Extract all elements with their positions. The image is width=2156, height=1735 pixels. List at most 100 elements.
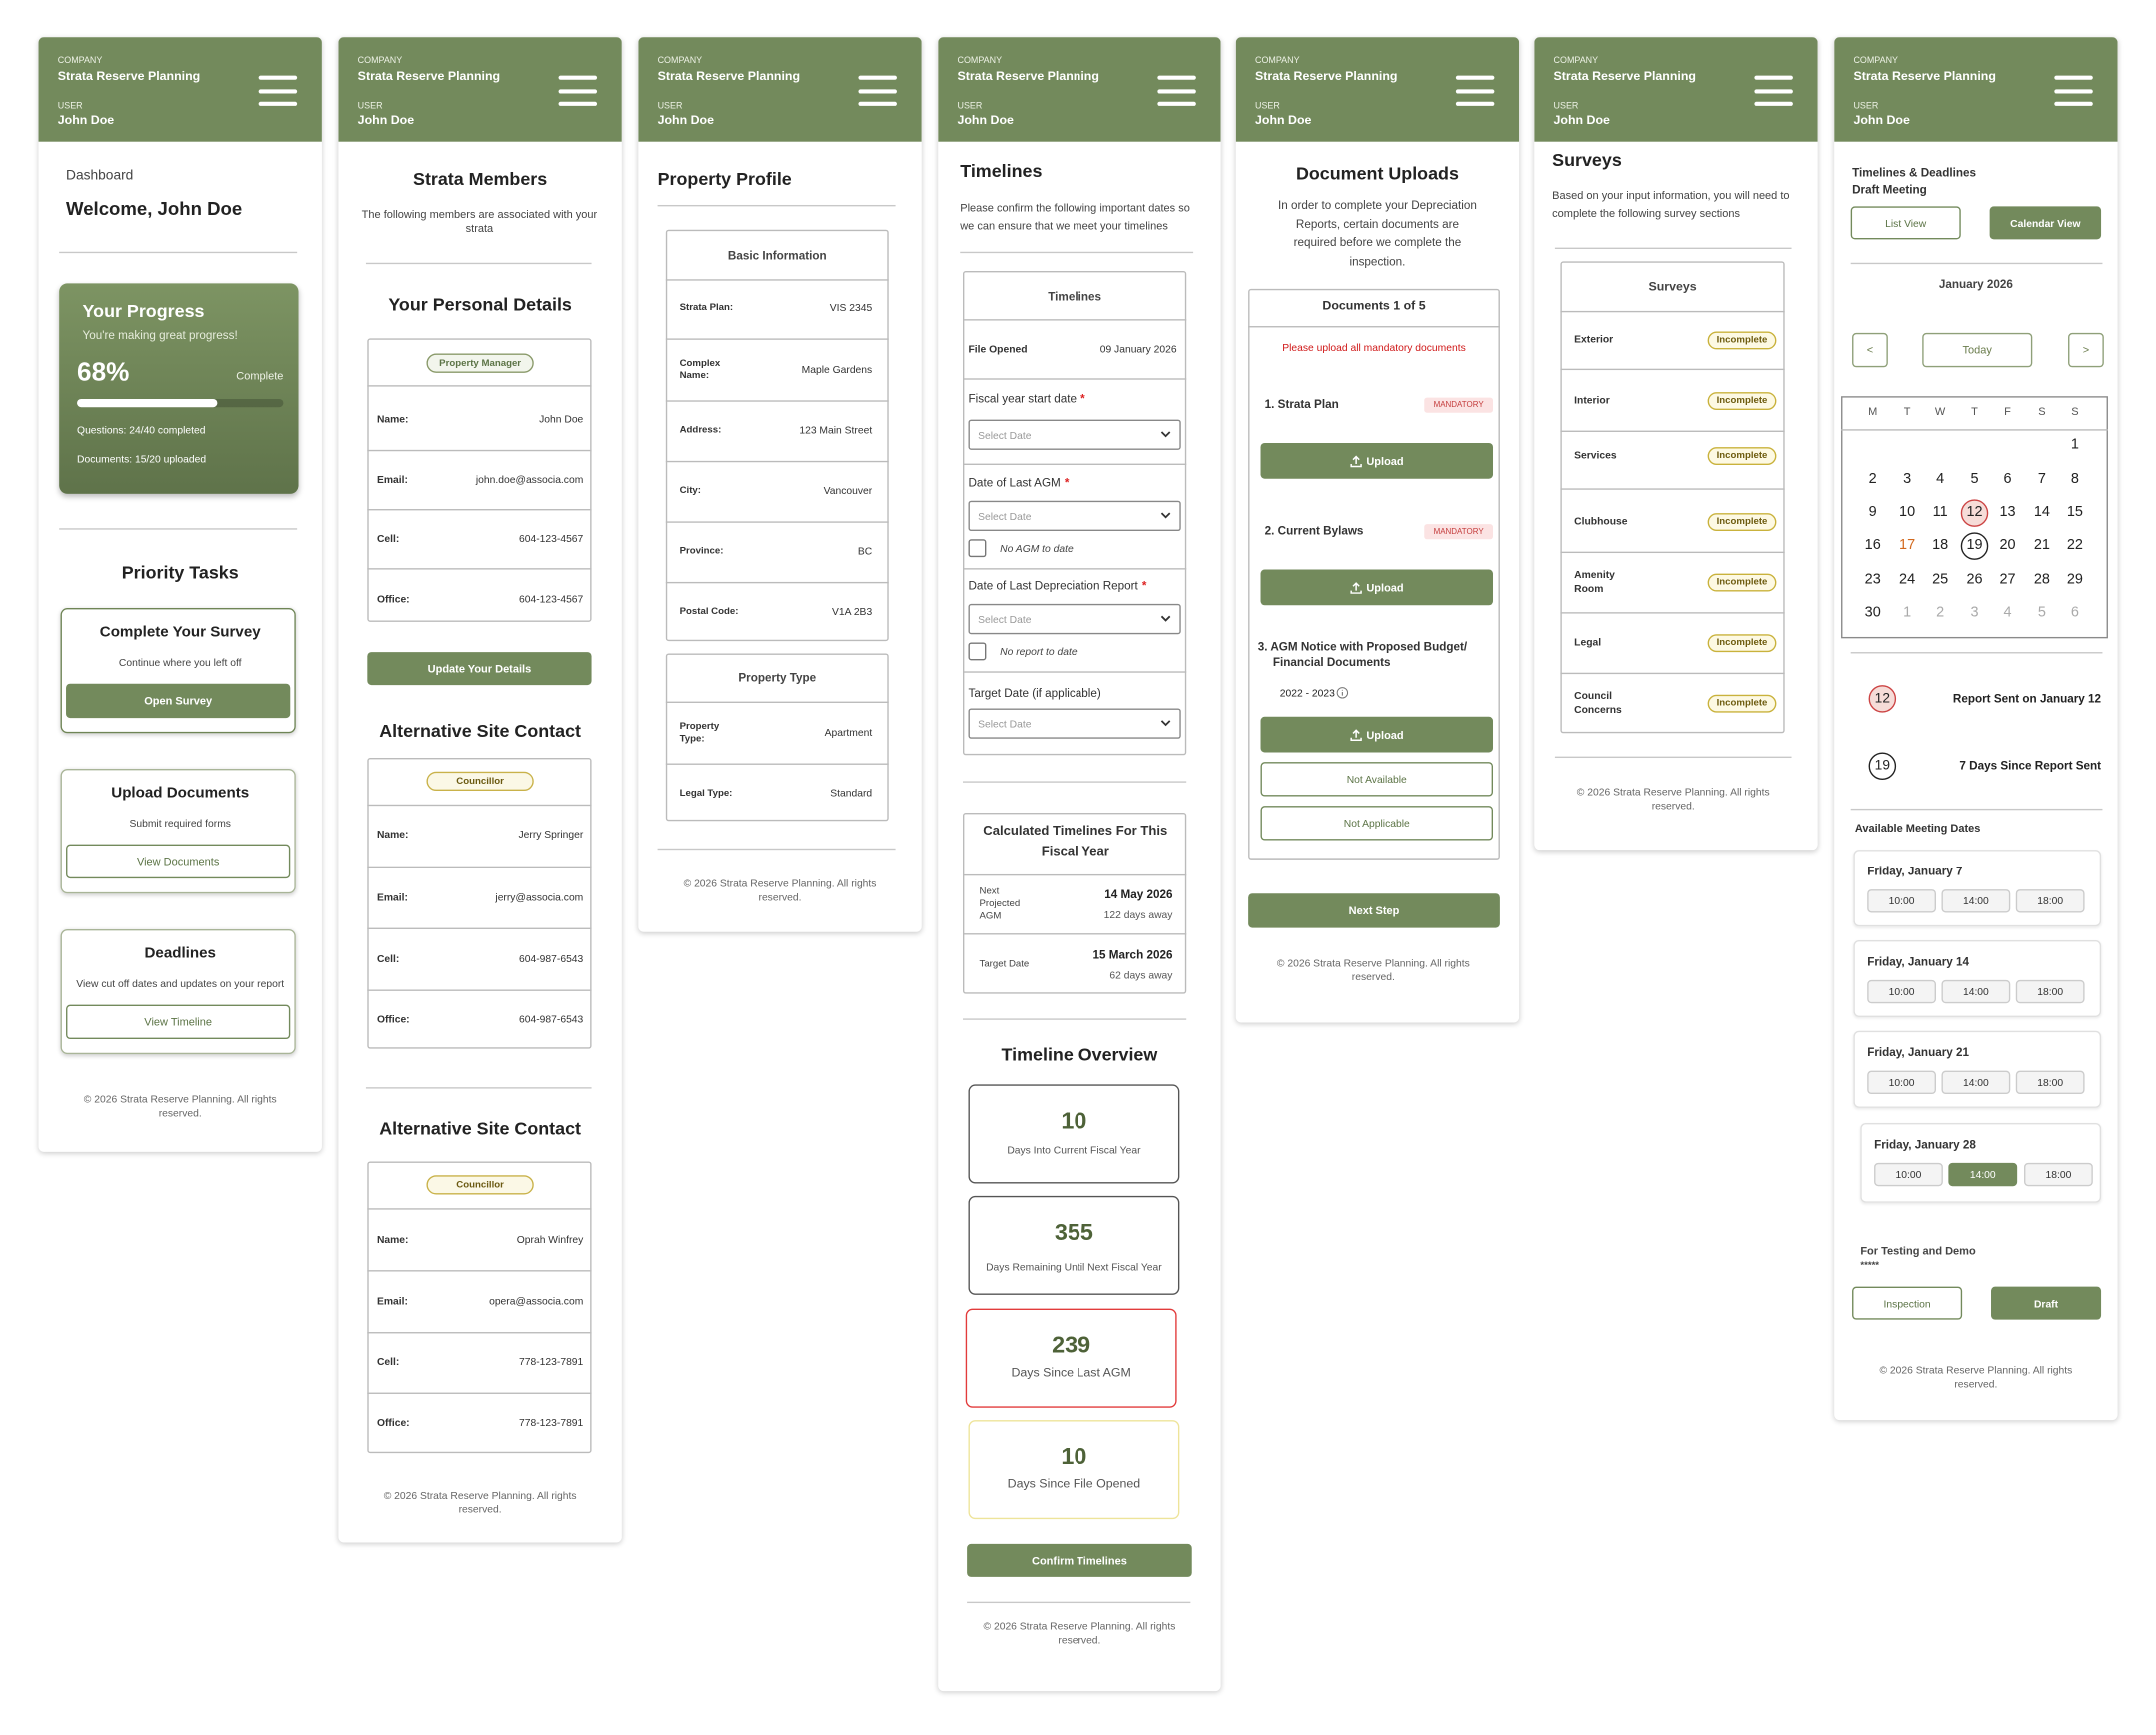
- calendar-day[interactable]: 1: [2070, 436, 2079, 453]
- calendar-day[interactable]: 26: [1966, 571, 1983, 588]
- time-slot[interactable]: 18:00: [2015, 889, 2085, 913]
- calendar-day[interactable]: 17: [1899, 536, 1916, 554]
- footer: © 2026 Strata Reserve Planning. All righ…: [983, 1619, 1176, 1646]
- info-icon[interactable]: [1336, 687, 1349, 700]
- calendar-day[interactable]: 1: [1903, 604, 1912, 621]
- checkbox[interactable]: [968, 642, 987, 661]
- status-badge[interactable]: Incomplete: [1707, 512, 1777, 531]
- calendar-day[interactable]: 15: [2066, 503, 2083, 521]
- calendar-day[interactable]: 6: [2070, 604, 2079, 621]
- calendar-day[interactable]: 30: [1864, 604, 1881, 621]
- next-button[interactable]: Next Step: [1248, 893, 1500, 928]
- confirm-button[interactable]: Confirm Timelines: [967, 1543, 1192, 1577]
- status-badge[interactable]: Incomplete: [1707, 330, 1777, 349]
- nav-button[interactable]: Today: [1922, 332, 2033, 368]
- calendar-day[interactable]: 2: [1936, 604, 1945, 621]
- calendar-day[interactable]: 9: [1868, 503, 1877, 521]
- option-button[interactable]: Not Applicable: [1260, 806, 1494, 841]
- button-label: Inspection: [1883, 1296, 1931, 1310]
- divider: [1850, 652, 2103, 654]
- time-slot[interactable]: 18:00: [2015, 979, 2085, 1004]
- view-button[interactable]: Calendar View: [1989, 206, 2102, 240]
- menu-button[interactable]: [2052, 73, 2096, 109]
- footer: © 2026 Strata Reserve Planning. All righ…: [1576, 785, 1770, 812]
- menu-button[interactable]: [1453, 73, 1497, 109]
- time-label: 18:00: [2045, 1168, 2072, 1181]
- calendar-day[interactable]: 29: [2066, 571, 2083, 588]
- field-label: Name:: [376, 412, 409, 426]
- date-select[interactable]: Select Date: [968, 419, 1181, 450]
- calendar-day[interactable]: 6: [2003, 470, 2012, 488]
- date-select[interactable]: Select Date: [968, 708, 1181, 739]
- upload-button[interactable]: Upload: [1260, 716, 1494, 753]
- status-badge[interactable]: Incomplete: [1707, 446, 1777, 465]
- status-badge[interactable]: Incomplete: [1707, 572, 1777, 591]
- demo-button[interactable]: Inspection: [1852, 1286, 1963, 1320]
- menu-button[interactable]: [556, 73, 600, 109]
- task-button[interactable]: Open Survey: [66, 683, 291, 719]
- calendar-day[interactable]: 23: [1864, 571, 1881, 588]
- menu-button[interactable]: [1752, 73, 1796, 109]
- calendar-day[interactable]: 13: [1999, 503, 2016, 521]
- option-button[interactable]: Not Available: [1260, 762, 1494, 797]
- calendar-day[interactable]: 8: [2070, 470, 2079, 488]
- time-slot[interactable]: 14:00: [1941, 1070, 2011, 1095]
- view-button[interactable]: List View: [1850, 206, 1961, 240]
- calendar-day[interactable]: 7: [2037, 470, 2046, 488]
- calendar-day[interactable]: 3: [1970, 604, 1979, 621]
- menu-line: [1157, 75, 1196, 80]
- status-badge[interactable]: Incomplete: [1707, 694, 1777, 712]
- menu-button[interactable]: [856, 73, 900, 109]
- task-button[interactable]: View Timeline: [66, 1004, 291, 1040]
- field-value: john.doe@associa.com: [475, 473, 584, 486]
- update-button[interactable]: Update Your Details: [367, 652, 592, 686]
- upload-button[interactable]: Upload: [1260, 442, 1494, 479]
- calendar-day[interactable]: 25: [1932, 571, 1949, 588]
- time-slot[interactable]: 18:00: [2024, 1162, 2093, 1187]
- menu-line: [858, 88, 897, 93]
- date-select[interactable]: Select Date: [968, 603, 1181, 635]
- calendar-day[interactable]: 20: [1999, 536, 2016, 554]
- menu-button[interactable]: [1155, 73, 1199, 109]
- nav-button[interactable]: <: [1852, 332, 1888, 368]
- calendar-day[interactable]: 24: [1899, 571, 1916, 588]
- calendar-day[interactable]: 12: [1966, 503, 1983, 521]
- time-slot[interactable]: 10:00: [1874, 1162, 1943, 1187]
- calendar-day[interactable]: 18: [1932, 536, 1949, 554]
- time-slot[interactable]: 14:00: [1948, 1162, 2018, 1187]
- task-button[interactable]: View Documents: [66, 844, 291, 879]
- calendar-day[interactable]: 28: [2033, 571, 2050, 588]
- calendar-day[interactable]: 11: [1932, 503, 1948, 521]
- upload-button[interactable]: Upload: [1260, 569, 1494, 606]
- status-badge[interactable]: Incomplete: [1707, 391, 1777, 410]
- calendar-day[interactable]: 10: [1899, 503, 1916, 521]
- time-slot[interactable]: 10:00: [1867, 889, 1936, 913]
- menu-button[interactable]: [256, 73, 300, 109]
- timeline-label: Target Date: [979, 959, 1030, 970]
- demo-button[interactable]: Draft: [1991, 1286, 2102, 1320]
- status-label: Incomplete: [1716, 395, 1768, 406]
- calendar-day[interactable]: 27: [1999, 571, 2016, 588]
- calendar-day[interactable]: 5: [2037, 604, 2046, 621]
- time-slot[interactable]: 14:00: [1941, 979, 2011, 1004]
- calendar-day[interactable]: 3: [1903, 470, 1912, 488]
- status-badge[interactable]: Incomplete: [1707, 633, 1777, 652]
- company-name: Strata Reserve Planning: [657, 68, 801, 83]
- time-slot[interactable]: 18:00: [2015, 1070, 2085, 1095]
- calendar-day[interactable]: 4: [1936, 470, 1945, 488]
- calendar-day[interactable]: 4: [2003, 604, 2012, 621]
- calendar-day[interactable]: 5: [1970, 470, 1979, 488]
- date-select[interactable]: Select Date: [968, 500, 1181, 532]
- calendar-day[interactable]: 14: [2033, 503, 2050, 521]
- checkbox[interactable]: [968, 539, 987, 558]
- time-slot[interactable]: 10:00: [1867, 1070, 1936, 1095]
- meeting-card: [1853, 850, 2102, 927]
- calendar-day[interactable]: 16: [1864, 536, 1881, 554]
- calendar-day[interactable]: 19: [1966, 536, 1983, 554]
- calendar-day[interactable]: 22: [2066, 536, 2083, 554]
- time-slot[interactable]: 10:00: [1867, 979, 1936, 1004]
- time-slot[interactable]: 14:00: [1941, 889, 2011, 913]
- calendar-day[interactable]: 2: [1868, 470, 1877, 488]
- nav-button[interactable]: >: [2068, 332, 2104, 368]
- calendar-day[interactable]: 21: [2033, 536, 2050, 554]
